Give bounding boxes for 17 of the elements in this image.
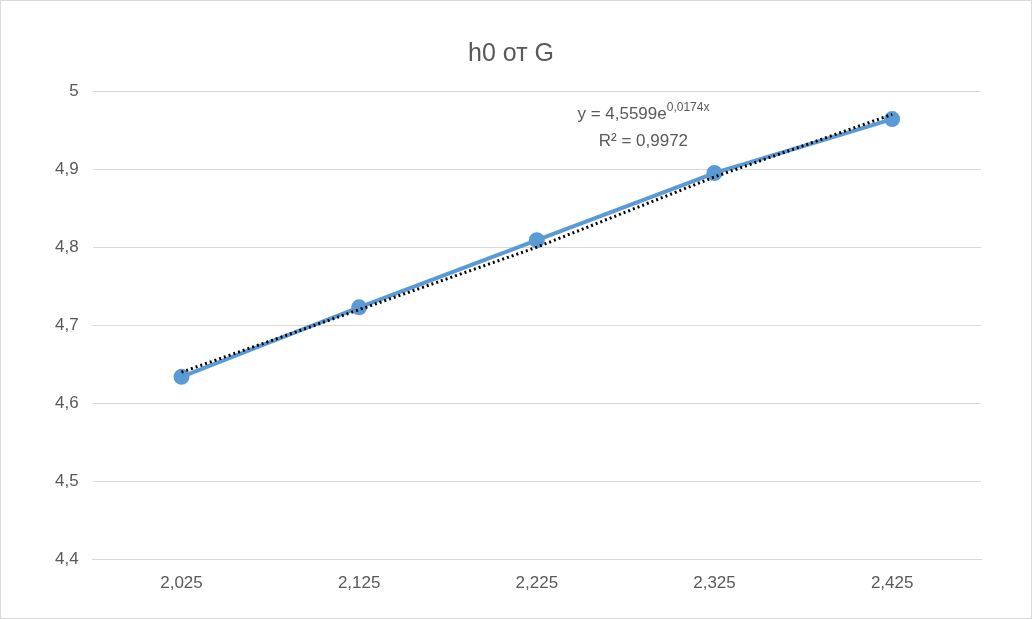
x-tick-label: 2,225 xyxy=(515,573,559,593)
annotation: R² = 0,9972 xyxy=(598,131,689,150)
y-tick-label: 4,4 xyxy=(54,549,79,569)
point xyxy=(173,368,190,385)
point xyxy=(528,232,545,249)
chart-title: h0 от G xyxy=(468,37,554,66)
y-tick-label: 4,6 xyxy=(54,393,79,413)
y-tick-label: 4,8 xyxy=(54,236,79,256)
y-tick-label: 4,9 xyxy=(54,158,79,178)
y-tick-label: 4,7 xyxy=(54,314,79,334)
y-tick-label: 5 xyxy=(69,80,79,100)
x-tick-label: 2,425 xyxy=(870,573,914,593)
point xyxy=(884,111,901,128)
x-tick-label: 2,025 xyxy=(160,573,203,593)
x-tick-label: 2,325 xyxy=(693,573,736,593)
y-tick-label: 4,5 xyxy=(54,471,79,491)
x-tick-label: 2,125 xyxy=(337,573,381,593)
